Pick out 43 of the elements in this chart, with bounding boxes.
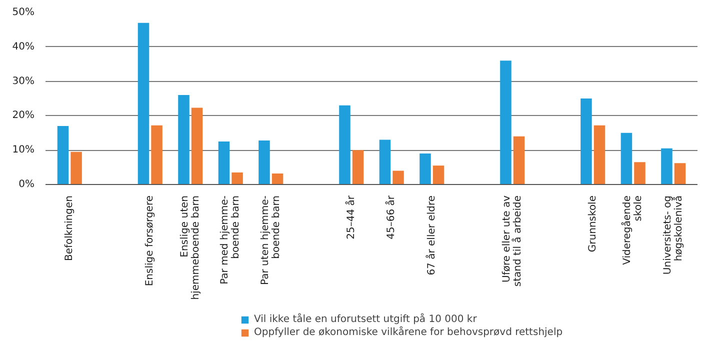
x-tick-label: Uføre eller ute av stand til å arbeide bbox=[501, 195, 524, 287]
x-tick-label: Enslige uten hjemmeboende barn bbox=[179, 195, 202, 300]
bar bbox=[392, 170, 404, 184]
bar bbox=[339, 105, 350, 184]
y-tick-label: 10% bbox=[12, 144, 35, 156]
bar bbox=[70, 152, 82, 184]
bar bbox=[594, 125, 606, 184]
bar bbox=[500, 60, 512, 184]
y-tick-label: 50% bbox=[12, 7, 35, 18]
bar bbox=[138, 22, 150, 184]
bar bbox=[634, 162, 646, 184]
bar bbox=[580, 98, 592, 184]
bar bbox=[352, 150, 364, 184]
bar bbox=[420, 154, 431, 184]
bar bbox=[232, 172, 243, 184]
bar bbox=[151, 125, 162, 184]
x-tick-label: Universitets- og høgskolenivå bbox=[662, 195, 684, 275]
x-tick-label: 25–44 år bbox=[344, 194, 357, 240]
x-tick-label: Enslige forsørgere bbox=[144, 195, 156, 286]
y-tick-label: 0% bbox=[18, 179, 35, 190]
bar bbox=[258, 140, 270, 184]
y-tick-label: 40% bbox=[12, 41, 35, 52]
bar bbox=[218, 142, 230, 184]
y-tick-label: 30% bbox=[12, 76, 35, 87]
bar bbox=[620, 132, 632, 184]
legend-label: Oppfyller de økonomiske vilkårene for behovsprøvd rettshjelp bbox=[254, 326, 563, 338]
bar bbox=[513, 136, 525, 184]
bar bbox=[661, 148, 672, 184]
bar bbox=[674, 163, 686, 184]
x-tick-label: Par med hjemme- boende barn bbox=[220, 195, 242, 284]
x-tick-label: Grunnskole bbox=[587, 195, 598, 252]
bar bbox=[432, 166, 444, 184]
bar bbox=[57, 126, 69, 184]
y-tick-label: 20% bbox=[12, 110, 35, 122]
x-tick-label: 67 år eller eldre bbox=[425, 196, 438, 276]
x-tick-label: Befolkningen bbox=[64, 195, 76, 262]
bar bbox=[272, 173, 284, 184]
bar bbox=[191, 108, 203, 184]
legend-label: Vil ikke tåle en uforutsett utgift på 10 000 kr bbox=[254, 313, 477, 325]
bar bbox=[178, 95, 190, 184]
x-tick-label: 45–66 år bbox=[385, 194, 398, 240]
bar bbox=[379, 140, 391, 184]
x-tick-label: Videregående skole bbox=[621, 195, 644, 265]
